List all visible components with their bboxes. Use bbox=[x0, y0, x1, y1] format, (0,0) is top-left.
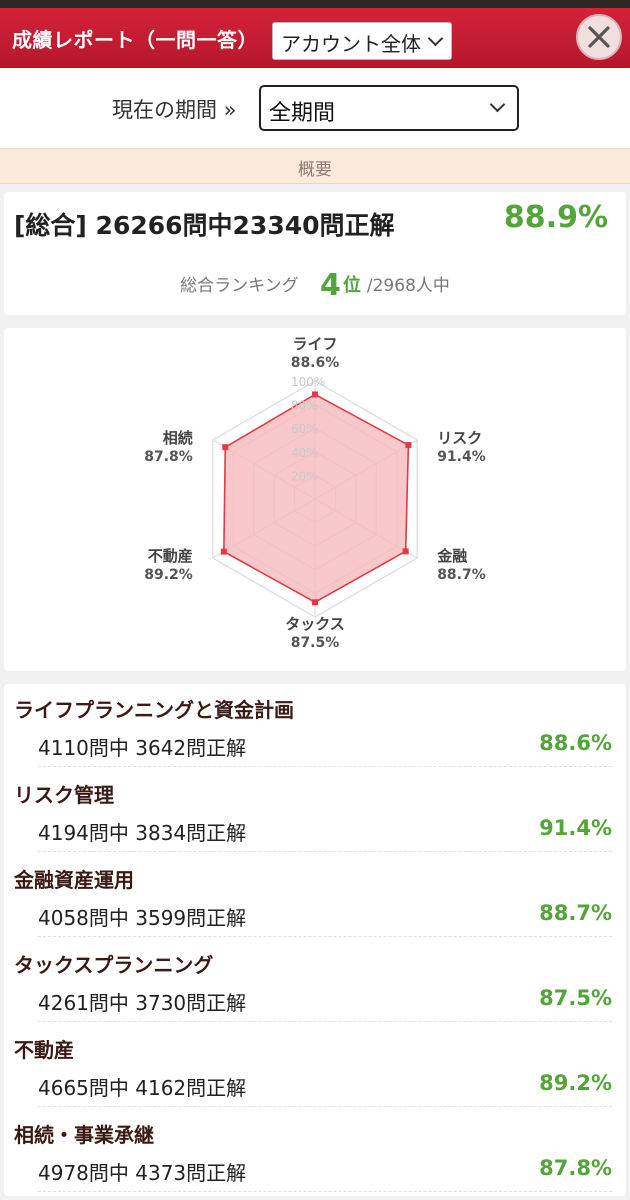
category-row: 相続・事業承継 4978問中 4373問正解 87.8% bbox=[4, 1109, 626, 1194]
close-button[interactable] bbox=[576, 14, 622, 60]
divider bbox=[38, 1021, 612, 1022]
period-label: 現在の期間 » bbox=[112, 98, 237, 122]
radar-axis-label: タックス bbox=[285, 615, 345, 633]
period-select[interactable]: 全期間 bbox=[259, 85, 519, 131]
radar-data-point bbox=[402, 548, 409, 555]
category-percent: 89.2% bbox=[539, 1071, 612, 1095]
total-card: [総合] 26266問中23340問正解 88.9% 総合ランキング 4 位/29… bbox=[4, 192, 626, 315]
radar-axis-label: 金融 bbox=[436, 547, 467, 565]
radar-tick-label: 80% bbox=[291, 399, 318, 413]
category-name: 不動産 bbox=[14, 1038, 74, 1062]
category-row: リスク管理 4194問中 3834問正解 91.4% bbox=[4, 769, 626, 854]
category-row: 不動産 4665問中 4162問正解 89.2% bbox=[4, 1024, 626, 1109]
ranking-unit: 位 bbox=[342, 275, 361, 296]
category-detail: 4261問中 3730問正解 bbox=[38, 991, 247, 1015]
category-name: 相続・事業承継 bbox=[14, 1123, 154, 1147]
category-name: ライフプランニングと資金計画 bbox=[14, 698, 294, 722]
radar-chart: 20% 40% 60% 80% 100% ライフ 88.6% リスク 91.4% 金融 88.7% タ… bbox=[144, 335, 486, 651]
divider bbox=[38, 936, 612, 937]
radar-chart-card: 20% 40% 60% 80% 100% ライフ 88.6% リスク 91.4% 金融 88.7% タ… bbox=[4, 328, 626, 671]
status-strip bbox=[0, 0, 630, 8]
divider bbox=[38, 1106, 612, 1107]
radar-data-point bbox=[220, 548, 227, 555]
category-list: ライフプランニングと資金計画 4110問中 3642問正解 88.6% リスク管… bbox=[4, 684, 626, 1196]
divider bbox=[38, 1191, 612, 1192]
radar-axis-label: ライフ bbox=[292, 335, 337, 353]
scope-select-value: アカウント全体 bbox=[281, 32, 421, 56]
radar-value-label: 87.5% bbox=[291, 635, 340, 651]
ranking-number: 4 bbox=[320, 268, 341, 303]
radar-axis-label: リスク bbox=[437, 429, 482, 447]
category-percent: 87.5% bbox=[539, 986, 612, 1010]
category-detail: 4978問中 4373問正解 bbox=[38, 1161, 247, 1185]
category-row: ライフプランニングと資金計画 4110問中 3642問正解 88.6% bbox=[4, 684, 626, 769]
chevron-down-icon bbox=[489, 96, 506, 113]
radar-axis-label: 不動産 bbox=[148, 547, 193, 565]
category-percent: 87.8% bbox=[539, 1156, 612, 1180]
category-name: リスク管理 bbox=[14, 783, 114, 807]
category-name: タックスプランニング bbox=[14, 953, 214, 977]
category-percent: 88.7% bbox=[539, 901, 612, 925]
radar-tick-label: 40% bbox=[291, 446, 318, 460]
category-detail: 4110問中 3642問正解 bbox=[38, 736, 247, 760]
radar-data-point bbox=[222, 444, 229, 451]
close-icon bbox=[588, 26, 610, 48]
app-header: 成績レポート（一問一答） アカウント全体 bbox=[0, 8, 630, 68]
radar-value-label: 89.2% bbox=[144, 567, 193, 583]
category-detail: 4194問中 3834問正解 bbox=[38, 821, 247, 845]
radar-data-point bbox=[312, 391, 318, 398]
period-row: 現在の期間 » 全期間 bbox=[0, 68, 630, 148]
divider bbox=[38, 766, 612, 767]
radar-axis-label: 相続 bbox=[163, 429, 193, 447]
period-select-value: 全期間 bbox=[269, 101, 336, 126]
report-title: 成績レポート（一問一答） bbox=[12, 28, 258, 52]
radar-value-label: 87.8% bbox=[144, 449, 193, 465]
radar-tick-label: 60% bbox=[291, 422, 318, 436]
scope-select[interactable]: アカウント全体 bbox=[272, 22, 452, 60]
ranking-label: 総合ランキング bbox=[180, 276, 299, 296]
radar-data-point bbox=[312, 599, 318, 606]
ranking-total: /2968人中 bbox=[366, 276, 450, 296]
radar-data-point bbox=[405, 442, 412, 449]
ranking-line: 総合ランキング 4 位/2968人中 bbox=[4, 268, 626, 303]
radar-value-label: 88.6% bbox=[291, 355, 340, 371]
divider bbox=[38, 851, 612, 852]
category-name: 金融資産運用 bbox=[14, 868, 134, 892]
category-row: タックスプランニング 4261問中 3730問正解 87.5% bbox=[4, 939, 626, 1024]
chevron-down-icon bbox=[427, 30, 444, 47]
category-percent: 88.6% bbox=[539, 731, 612, 755]
radar-tick-label: 20% bbox=[291, 469, 318, 483]
category-detail: 4058問中 3599問正解 bbox=[38, 906, 247, 930]
category-row: 金融資産運用 4058問中 3599問正解 88.7% bbox=[4, 854, 626, 939]
summary-section-header: 概要 bbox=[0, 148, 630, 184]
category-percent: 91.4% bbox=[539, 816, 612, 840]
total-percent: 88.9% bbox=[503, 200, 608, 235]
radar-value-label: 91.4% bbox=[437, 449, 486, 465]
radar-value-label: 88.7% bbox=[437, 567, 486, 583]
total-score-label: [総合] 26266問中23340問正解 bbox=[14, 211, 395, 240]
radar-tick-label: 100% bbox=[291, 375, 325, 389]
category-detail: 4665問中 4162問正解 bbox=[38, 1076, 247, 1100]
